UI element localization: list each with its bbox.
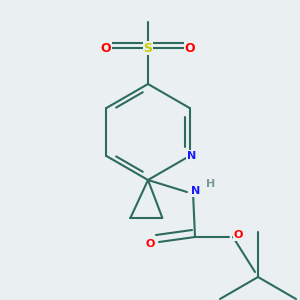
- Text: H: H: [206, 179, 216, 189]
- Text: N: N: [191, 186, 201, 196]
- Text: S: S: [143, 41, 152, 55]
- Text: O: O: [185, 41, 195, 55]
- Text: O: O: [101, 41, 111, 55]
- Text: O: O: [233, 230, 243, 240]
- Text: O: O: [145, 239, 155, 249]
- Text: N: N: [187, 151, 196, 161]
